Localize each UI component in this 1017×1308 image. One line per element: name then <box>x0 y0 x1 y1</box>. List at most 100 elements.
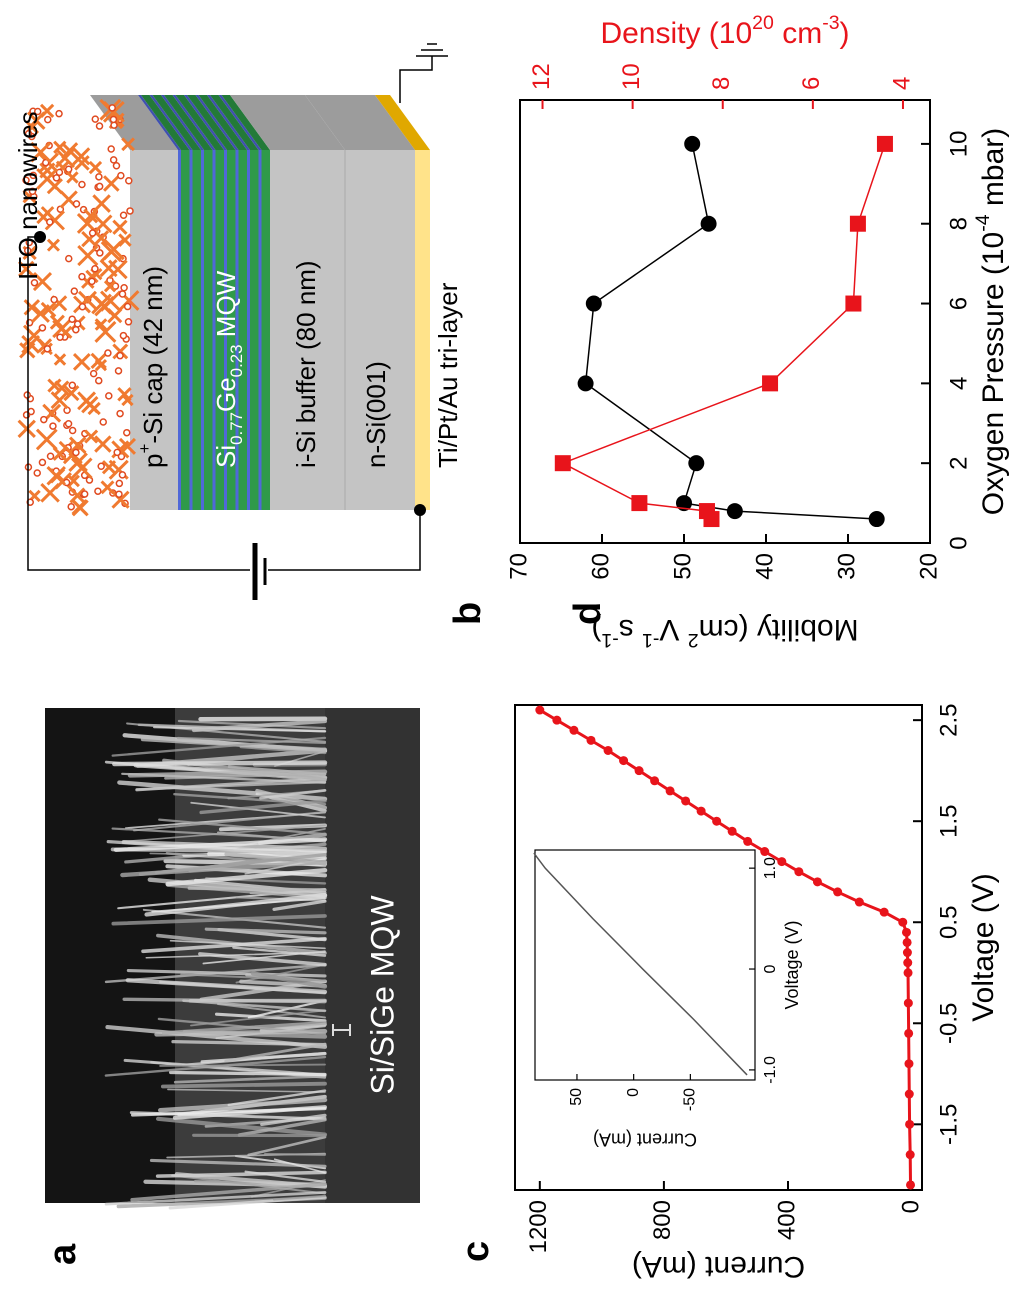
nanowire <box>167 1088 326 1093</box>
y2-axis-title: Density (1020 cm-3) <box>600 12 849 50</box>
plot-frame <box>534 849 756 1081</box>
data-point <box>854 897 864 907</box>
ito-dot <box>67 502 75 511</box>
x-tick-label: 2.5 <box>935 703 962 736</box>
data-point <box>585 295 602 312</box>
ito-dot <box>70 287 79 295</box>
x-tick-label: 6 <box>945 297 972 310</box>
data-point <box>569 725 579 735</box>
ito-dot <box>88 229 97 237</box>
ito-dot <box>43 345 52 353</box>
y-tick-label: 20 <box>915 553 942 580</box>
ito-dot <box>99 418 107 426</box>
nanowire <box>255 788 327 810</box>
data-point <box>631 495 648 512</box>
ito-dot <box>95 122 104 130</box>
text-part: Density (10 <box>600 17 752 50</box>
layer <box>345 150 415 510</box>
ito-dot <box>22 176 30 185</box>
layer-side <box>172 95 216 150</box>
ito-wire <box>107 308 123 324</box>
ito-wire <box>54 380 70 396</box>
ito-wire <box>35 428 58 451</box>
text-part: 0.77 <box>227 412 246 445</box>
nanowire <box>160 1081 327 1089</box>
ito-wire <box>77 245 99 267</box>
ito-dot <box>78 302 87 311</box>
ito-wire <box>69 436 87 454</box>
layer <box>247 150 250 510</box>
ito-dot <box>29 171 38 180</box>
text-part: Ge <box>211 377 241 412</box>
text-part: 2 <box>688 629 699 651</box>
ito-dot <box>116 351 124 360</box>
data-line <box>539 708 913 1185</box>
data-point <box>903 958 913 968</box>
ito-dot <box>56 333 64 341</box>
data-point <box>700 215 717 232</box>
ito-dot <box>124 318 133 326</box>
ito-dot <box>80 490 89 498</box>
layer-side <box>218 95 262 150</box>
x-tick-label: 0.5 <box>935 906 962 939</box>
nanowire <box>272 899 327 911</box>
layer-side <box>187 95 236 150</box>
x-tick-label: -1.0 <box>762 1056 779 1084</box>
nanowire <box>130 1182 327 1202</box>
text-part: -3 <box>822 12 839 34</box>
layer-label: i-Si buffer (80 nm) <box>291 260 321 468</box>
ito-dot <box>38 324 47 332</box>
nanowire <box>169 939 326 950</box>
ito-dot <box>72 325 80 334</box>
ito-wire <box>84 429 99 444</box>
ito-dot <box>78 272 86 281</box>
layer-side <box>305 95 415 150</box>
layer-side <box>207 95 250 150</box>
panel-label: a <box>42 1243 84 1265</box>
nanowire <box>247 1135 327 1157</box>
layer <box>189 150 193 510</box>
data-point <box>903 968 913 978</box>
ito-dot <box>116 409 124 418</box>
nanowire <box>171 1040 327 1047</box>
ito-dot <box>111 282 120 290</box>
nanowire <box>113 837 328 852</box>
ito-dot <box>30 278 39 287</box>
text-part: Si <box>211 445 241 468</box>
x-tick-label: 10 <box>945 131 972 158</box>
text-part: -Si cap (42 nm) <box>138 266 168 444</box>
nanowire <box>180 973 327 982</box>
y-tick-label: 0 <box>897 1200 924 1213</box>
data-point <box>879 907 889 917</box>
ito-dot <box>94 487 102 495</box>
ito-wire <box>94 359 108 372</box>
ito-wire <box>67 474 80 488</box>
y-tick-label: -50 <box>682 1088 699 1111</box>
wire <box>268 510 421 571</box>
y-tick-label: 0 <box>625 1088 642 1097</box>
layer-label: p+-Si cap (42 nm) <box>135 266 168 468</box>
ito-wire <box>53 353 67 366</box>
y2-tick-label: 10 <box>618 63 645 90</box>
ito-dot <box>96 249 104 257</box>
ito-wire <box>100 480 115 495</box>
data-point <box>849 215 866 232</box>
data-point <box>727 826 737 836</box>
layer <box>270 150 345 510</box>
layer-side <box>184 95 227 150</box>
ito-wire <box>103 280 117 293</box>
nanowire <box>169 1070 327 1077</box>
ito-dot <box>95 182 104 191</box>
ito-dot <box>119 331 128 340</box>
contact-dot <box>34 231 46 243</box>
nanowire <box>187 886 327 892</box>
nanowire <box>117 780 328 802</box>
layer <box>192 150 201 510</box>
nanowire <box>217 1002 326 1019</box>
layer-label: Si0.77Ge0.23 MQW <box>211 270 246 468</box>
data-point <box>905 1119 915 1129</box>
ito-dot <box>114 367 123 375</box>
nanowire <box>177 845 327 854</box>
ito-dot <box>46 452 55 461</box>
